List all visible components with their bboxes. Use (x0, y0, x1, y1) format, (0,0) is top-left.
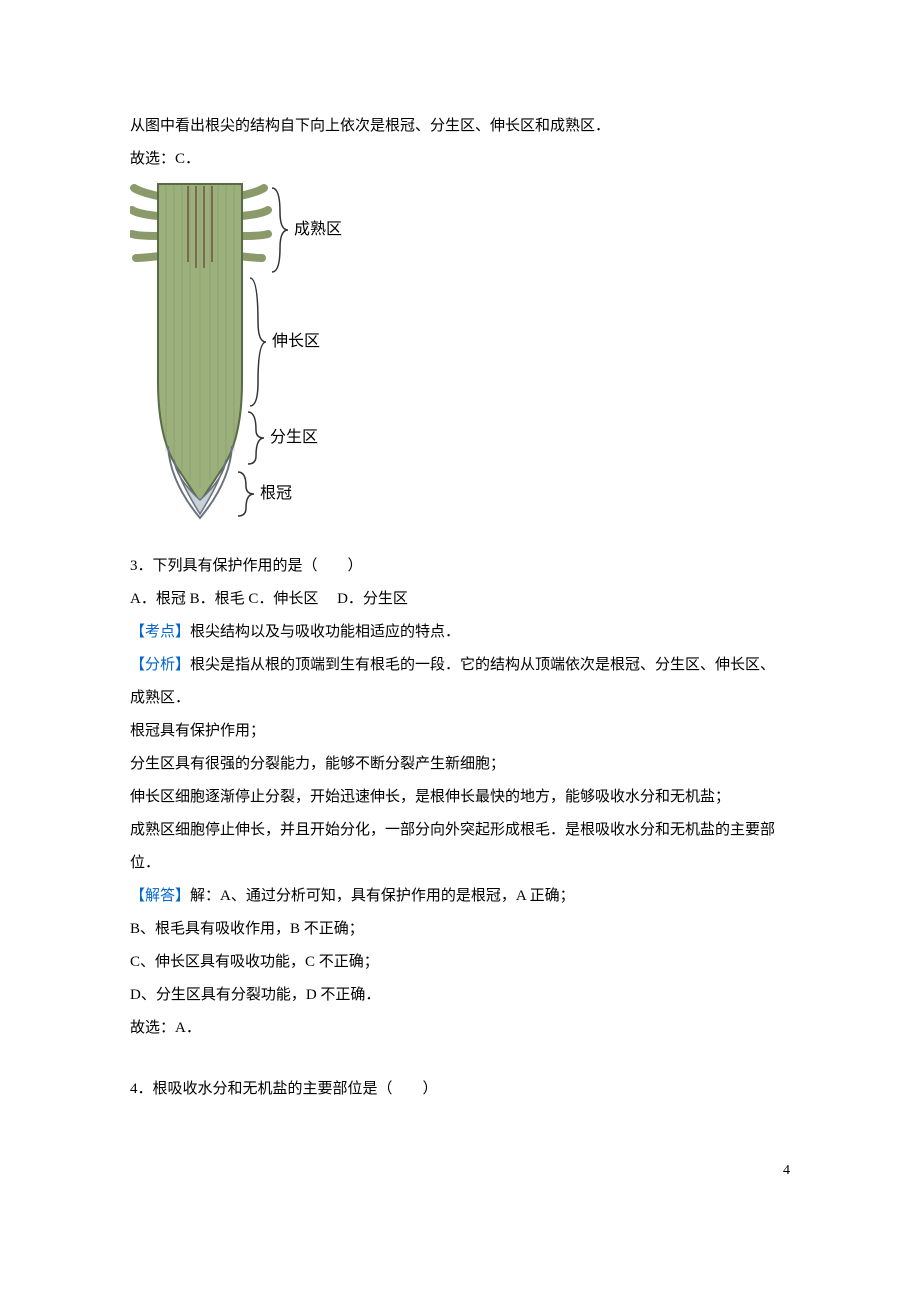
document-page: 从图中看出根尖的结构自下向上依次是根冠、分生区、伸长区和成熟区． 故选：C． (0, 0, 920, 1227)
jieda-a-text: 解：A、通过分析可知，具有保护作用的是根冠，A 正确； (190, 888, 575, 904)
q3-fenxi-2: 根冠具有保护作用； (130, 715, 790, 748)
q4-title: 4．根吸收水分和无机盐的主要部位是（ ） (130, 1073, 790, 1106)
answer-1: 故选：C． (130, 143, 790, 176)
root-tip-diagram: 成熟区 伸长区 分生区 根冠 (130, 182, 790, 522)
jieda-label: 【解答】 (130, 888, 190, 904)
fenxi-label: 【分析】 (130, 657, 190, 673)
fenxi-text-1: 根尖是指从根的顶端到生有根毛的一段．它的结构从顶端依次是根冠、分生区、伸长区、成… (130, 657, 775, 706)
q3-fenxi-3: 分生区具有很强的分裂能力，能够不断分裂产生新细胞； (130, 748, 790, 781)
q3-kaodian: 【考点】根尖结构以及与吸收功能相适应的特点． (130, 616, 790, 649)
label-meristem-zone: 分生区 (270, 430, 318, 446)
q3-jieda-c: C、伸长区具有吸收功能，C 不正确； (130, 946, 790, 979)
q3-fenxi-5: 成熟区细胞停止伸长，并且开始分化，一部分向外突起形成根毛．是根吸收水分和无机盐的… (130, 814, 790, 880)
q3-jieda-a: 【解答】解：A、通过分析可知，具有保护作用的是根冠，A 正确； (130, 880, 790, 913)
kaodian-text: 根尖结构以及与吸收功能相适应的特点． (190, 624, 460, 640)
q3-title: 3．下列具有保护作用的是（ ） (130, 550, 790, 583)
q3-answer: 故选：A． (130, 1012, 790, 1045)
kaodian-label: 【考点】 (130, 624, 190, 640)
q3-fenxi-4: 伸长区细胞逐渐停止分裂，开始迅速伸长，是根伸长最快的地方，能够吸收水分和无机盐； (130, 781, 790, 814)
q3-jieda-d: D、分生区具有分裂功能，D 不正确． (130, 979, 790, 1012)
label-elongation-zone: 伸长区 (272, 334, 320, 350)
q3-options: A．根冠 B．根毛 C．伸长区 D．分生区 (130, 583, 790, 616)
intro-text: 从图中看出根尖的结构自下向上依次是根冠、分生区、伸长区和成熟区． (130, 110, 790, 143)
q3-jieda-b: B、根毛具有吸收作用，B 不正确； (130, 913, 790, 946)
page-number: 4 (130, 1156, 790, 1187)
label-mature-zone: 成熟区 (294, 222, 342, 238)
label-root-cap: 根冠 (260, 486, 292, 502)
q3-fenxi-1: 【分析】根尖是指从根的顶端到生有根毛的一段．它的结构从顶端依次是根冠、分生区、伸… (130, 649, 790, 715)
